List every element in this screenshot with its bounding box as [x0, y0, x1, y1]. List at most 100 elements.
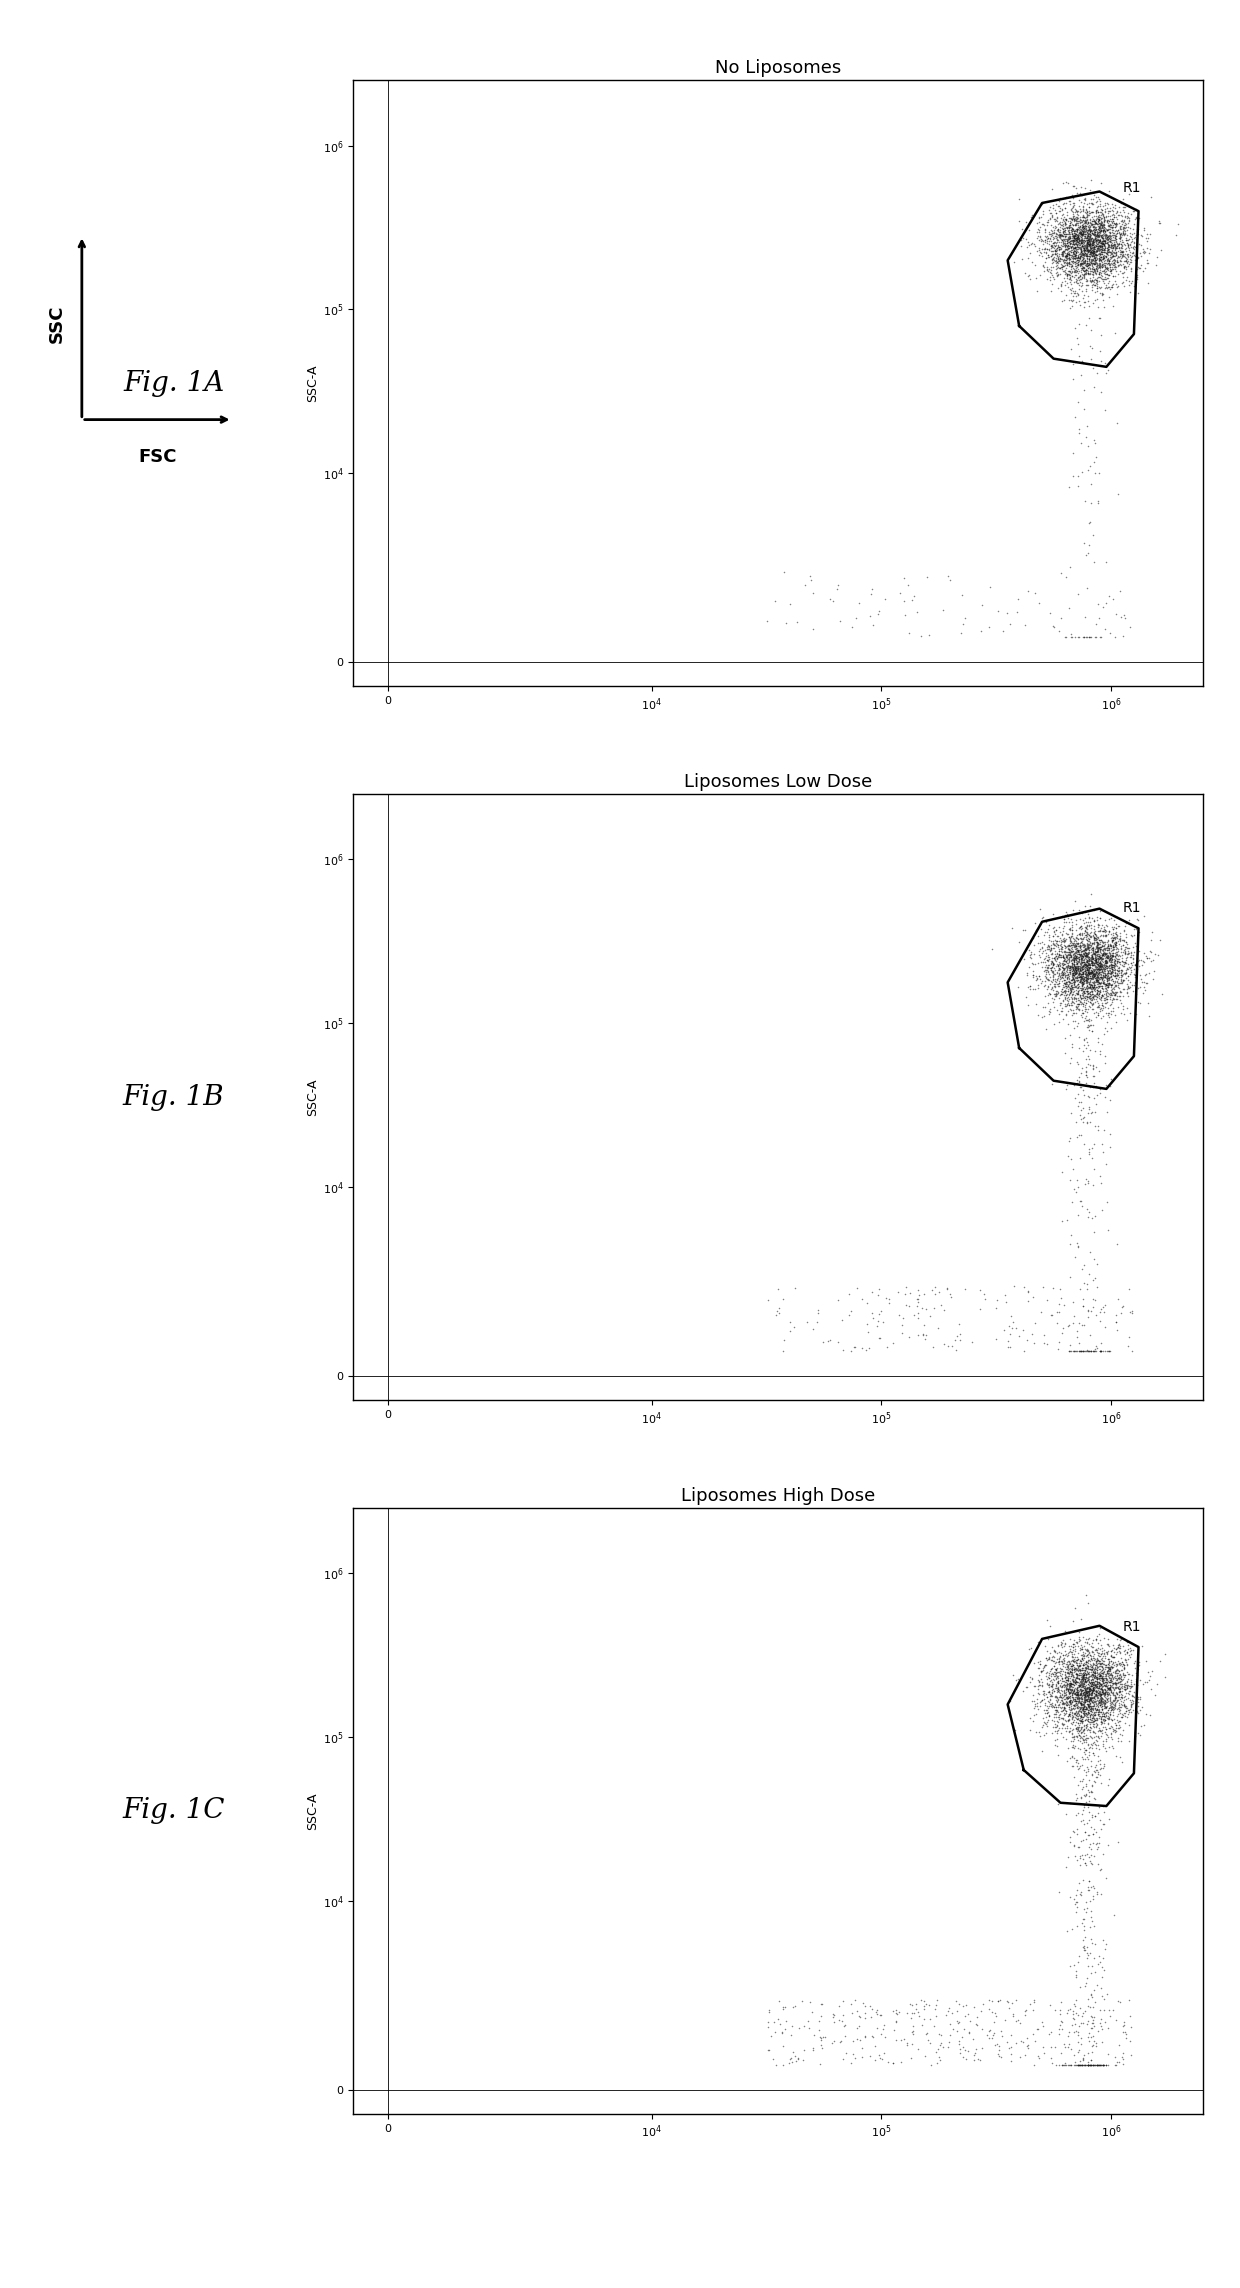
Point — [1070, 245, 1090, 281]
Point — [1019, 968, 1039, 1004]
Point — [966, 2007, 986, 2043]
Point — [1079, 227, 1099, 263]
Point — [1070, 222, 1090, 259]
Point — [1092, 906, 1112, 943]
Point — [1065, 1590, 1085, 1627]
Point — [1092, 229, 1112, 265]
Point — [1042, 238, 1061, 275]
Point — [1065, 924, 1085, 961]
Point — [1116, 1668, 1136, 1705]
Point — [1065, 947, 1085, 984]
Point — [963, 2041, 983, 2078]
Point — [1064, 963, 1084, 1000]
Point — [1104, 215, 1123, 252]
Point — [1091, 1000, 1111, 1036]
Point — [1044, 956, 1064, 993]
Point — [1117, 1634, 1137, 1670]
Point — [1079, 1679, 1099, 1716]
Point — [1080, 1773, 1100, 1810]
Point — [1078, 1652, 1097, 1689]
Point — [1029, 199, 1049, 236]
Point — [1059, 245, 1079, 281]
Point — [1083, 975, 1102, 1011]
Point — [1056, 227, 1076, 263]
Point — [1099, 231, 1118, 268]
Point — [1071, 1670, 1091, 1707]
Point — [1081, 984, 1101, 1020]
Point — [1068, 950, 1087, 986]
Point — [1083, 224, 1102, 261]
Point — [1060, 1119, 1080, 1155]
Point — [1058, 970, 1078, 1007]
Point — [1091, 1682, 1111, 1718]
Point — [1090, 249, 1110, 286]
Point — [1008, 968, 1028, 1004]
Point — [1121, 254, 1141, 291]
Point — [1075, 236, 1095, 272]
Point — [1085, 1650, 1105, 1686]
Point — [1076, 220, 1096, 256]
Point — [1038, 961, 1058, 998]
Point — [1021, 938, 1040, 975]
Point — [1078, 917, 1097, 954]
Point — [1090, 217, 1110, 254]
Point — [1090, 1654, 1110, 1691]
Point — [1070, 1640, 1090, 1677]
Point — [1107, 952, 1127, 988]
Point — [1047, 185, 1066, 222]
Point — [1069, 1796, 1089, 1833]
Point — [1056, 1693, 1076, 1730]
Point — [1074, 945, 1094, 982]
Point — [1060, 1723, 1080, 1759]
Point — [1085, 220, 1105, 256]
Point — [1075, 986, 1095, 1023]
Point — [1068, 1684, 1087, 1721]
Point — [967, 2041, 987, 2078]
Point — [1050, 1716, 1070, 1753]
Point — [1092, 1691, 1112, 1727]
Point — [839, 1277, 859, 1313]
Point — [1081, 906, 1101, 943]
Point — [1071, 959, 1091, 995]
Point — [1126, 1654, 1146, 1691]
Point — [1102, 229, 1122, 265]
Point — [1110, 1629, 1130, 1666]
Point — [1078, 966, 1097, 1002]
Point — [1092, 1693, 1112, 1730]
Point — [1076, 1657, 1096, 1693]
Point — [1050, 927, 1070, 963]
Point — [1070, 192, 1090, 229]
Point — [1115, 931, 1135, 968]
Point — [1106, 961, 1126, 998]
Point — [1106, 1631, 1126, 1668]
Point — [1091, 197, 1111, 233]
Point — [980, 1981, 999, 2018]
Point — [1111, 1723, 1131, 1759]
Point — [813, 2018, 833, 2055]
Point — [1060, 913, 1080, 950]
Point — [1078, 222, 1097, 259]
Point — [1099, 1693, 1118, 1730]
Point — [1064, 1730, 1084, 1766]
Point — [1040, 936, 1060, 972]
Point — [1084, 1666, 1104, 1702]
Point — [1076, 1709, 1096, 1746]
Point — [1078, 1675, 1097, 1711]
Point — [1086, 917, 1106, 954]
Point — [1092, 1673, 1112, 1709]
Point — [1071, 945, 1091, 982]
Point — [1085, 1682, 1105, 1718]
Point — [1090, 899, 1110, 936]
Point — [1065, 254, 1085, 291]
Point — [1071, 1702, 1091, 1739]
Point — [1121, 217, 1141, 254]
Point — [1071, 210, 1091, 247]
Point — [1105, 1659, 1125, 1695]
Point — [1086, 249, 1106, 286]
Point — [1079, 210, 1099, 247]
Point — [1043, 945, 1063, 982]
Point — [1064, 956, 1084, 993]
Point — [1059, 1698, 1079, 1734]
Point — [1079, 222, 1099, 259]
Point — [1075, 1675, 1095, 1711]
